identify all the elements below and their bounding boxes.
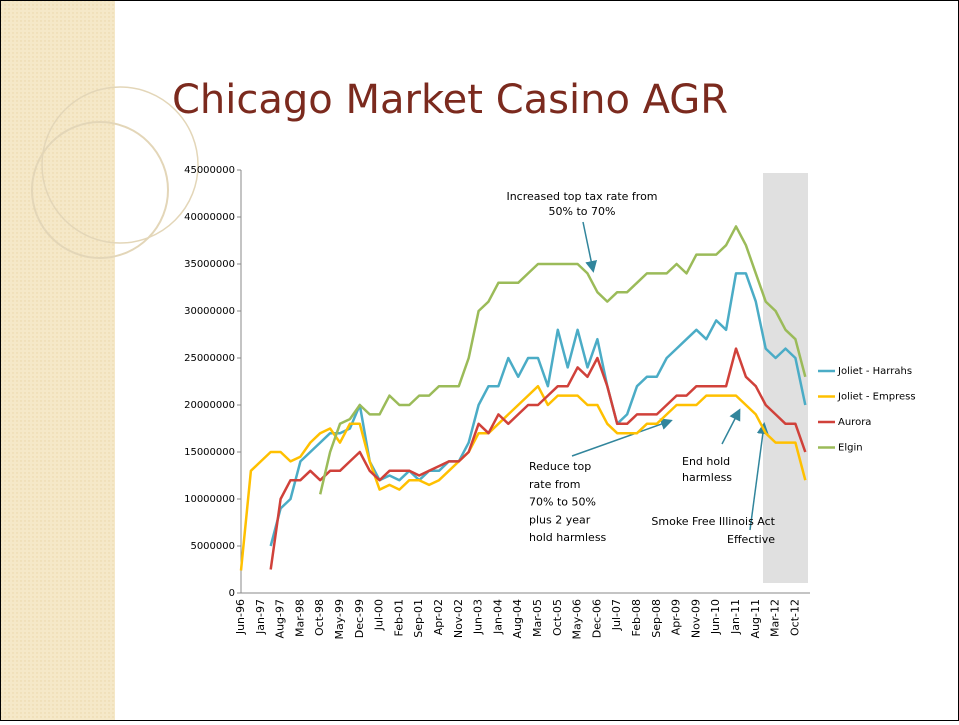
legend-label: Aurora [838, 417, 871, 428]
x-tick-label: Apr-09 [670, 599, 683, 635]
x-tick-label: Sep-01 [412, 599, 425, 638]
legend-label: Joliet - Empress [837, 392, 916, 403]
x-tick-label: Feb-01 [392, 599, 405, 636]
x-tick-label: Oct-05 [551, 599, 564, 636]
series-line [318, 225, 807, 495]
x-tick-label: Feb-08 [630, 599, 643, 636]
arrow [571, 418, 673, 457]
x-tick-label: Mar-12 [769, 599, 782, 637]
y-tick-label: 45000000 [184, 165, 235, 176]
x-tick-label: Apr-02 [432, 599, 445, 635]
y-tick-label: 10000000 [184, 494, 235, 505]
decor-circle [31, 121, 169, 259]
x-tick-label: Jun-10 [709, 599, 722, 635]
x-tick-label: Mar-98 [293, 599, 306, 637]
y-tick-label: 25000000 [184, 353, 235, 364]
legend-label: Elgin [838, 443, 863, 454]
series-line [269, 347, 807, 570]
annotation: plus 2 year [529, 513, 591, 526]
x-tick-label: Aug-04 [511, 599, 524, 638]
x-tick-label: Aug-97 [274, 599, 287, 638]
x-tick-label: Mar-05 [531, 599, 544, 637]
x-tick-label: Jan-04 [491, 599, 504, 635]
x-tick-label: Aug-11 [749, 599, 762, 638]
annotation: 50% to 70% [549, 205, 616, 218]
annotation: End hold [682, 455, 730, 468]
x-tick-label: Sep-08 [650, 599, 663, 638]
x-tick-label: May-99 [333, 599, 346, 640]
y-tick-label: 35000000 [184, 259, 235, 270]
y-tick-label: 15000000 [184, 447, 235, 458]
x-tick-label: Jul-00 [373, 599, 386, 631]
x-tick-label: Oct-98 [313, 599, 326, 636]
x-tick-label: Nov-02 [452, 599, 465, 638]
x-tick-label: Dec-99 [353, 599, 366, 638]
y-tick-label: 20000000 [184, 400, 235, 411]
legend-label: Joliet - Harrahs [837, 366, 912, 377]
x-tick-label: Oct-12 [788, 599, 801, 636]
x-tick-label: Jun-96 [234, 599, 247, 635]
y-tick-label: 40000000 [184, 212, 235, 223]
side-strip [1, 1, 115, 720]
x-tick-label: May-06 [571, 599, 584, 640]
y-tick-label: 0 [229, 588, 235, 599]
x-tick-label: Jul-07 [610, 599, 623, 631]
y-tick-label: 5000000 [190, 541, 235, 552]
x-tick-label: Nov-09 [689, 599, 702, 638]
arrow [721, 408, 741, 445]
decor-circle [41, 86, 199, 244]
arrow [749, 422, 769, 531]
arrow [582, 221, 598, 273]
annotation: rate from [529, 478, 580, 491]
x-tick-label: Dec-06 [590, 599, 603, 638]
y-tick-label: 30000000 [184, 306, 235, 317]
chart-title: Chicago Market Casino AGR [172, 77, 728, 123]
annotation-arrows [571, 221, 769, 531]
x-tick-label: Jun-03 [472, 599, 485, 635]
annotation: hold harmless [529, 531, 607, 544]
annotation: Increased top tax rate from [506, 190, 657, 203]
x-tick-label: Jan-11 [729, 599, 742, 635]
annotation: 70% to 50% [529, 496, 596, 509]
annotation: Reduce top [529, 460, 591, 473]
x-tick-label: Jan-97 [254, 599, 267, 635]
annotation: Smoke Free Illinois Act [651, 515, 775, 528]
annotation: Effective [727, 533, 775, 546]
annotation: harmless [682, 471, 732, 484]
